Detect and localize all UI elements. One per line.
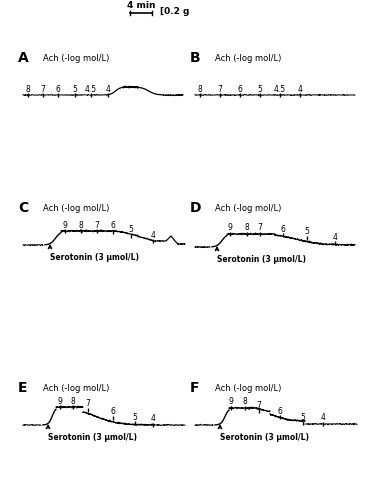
Text: 8: 8: [245, 224, 249, 232]
Text: D: D: [190, 201, 201, 215]
Text: 9: 9: [227, 224, 233, 232]
Text: 5: 5: [300, 412, 306, 422]
Text: 8: 8: [78, 220, 83, 230]
Text: 6: 6: [277, 406, 283, 416]
Text: 9: 9: [58, 396, 62, 406]
Text: 8: 8: [26, 84, 30, 94]
Text: 5: 5: [258, 84, 262, 94]
Text: Serotonin (3 μmol/L): Serotonin (3 μmol/L): [50, 253, 139, 262]
Text: 4.5: 4.5: [274, 84, 286, 94]
Text: 7: 7: [257, 400, 261, 409]
Text: 5: 5: [304, 228, 310, 236]
Text: E: E: [18, 381, 27, 395]
Text: 7: 7: [41, 84, 45, 94]
Text: 8: 8: [197, 84, 202, 94]
Text: Ach (-log mol/L): Ach (-log mol/L): [43, 384, 110, 393]
Text: 9: 9: [228, 398, 234, 406]
Text: 7: 7: [218, 84, 222, 94]
Text: 8: 8: [70, 396, 76, 406]
Text: 4.5: 4.5: [85, 84, 97, 94]
Text: Ach (-log mol/L): Ach (-log mol/L): [215, 54, 281, 63]
Text: 4: 4: [297, 84, 303, 94]
Text: 4: 4: [320, 414, 326, 422]
Text: B: B: [190, 51, 201, 65]
Text: 4 min: 4 min: [127, 1, 155, 10]
Text: 5: 5: [132, 412, 138, 422]
Text: 6: 6: [238, 84, 242, 94]
Text: 6: 6: [281, 224, 285, 234]
Text: 5: 5: [73, 84, 77, 94]
Text: Serotonin (3 μmol/L): Serotonin (3 μmol/L): [220, 433, 309, 442]
Text: 6: 6: [55, 84, 61, 94]
Text: 9: 9: [62, 220, 68, 230]
Text: 7: 7: [85, 400, 91, 408]
Text: 6: 6: [111, 408, 115, 416]
Text: Ach (-log mol/L): Ach (-log mol/L): [43, 54, 110, 63]
Text: 5: 5: [128, 226, 134, 234]
Text: F: F: [190, 381, 200, 395]
Text: Ach (-log mol/L): Ach (-log mol/L): [215, 204, 281, 213]
Text: 7: 7: [258, 224, 262, 232]
Text: 8: 8: [243, 398, 247, 406]
Text: Serotonin (3 μmol/L): Serotonin (3 μmol/L): [48, 433, 137, 442]
Text: C: C: [18, 201, 28, 215]
Text: Ach (-log mol/L): Ach (-log mol/L): [43, 204, 110, 213]
Text: A: A: [18, 51, 29, 65]
Text: 6: 6: [111, 222, 115, 230]
Text: 7: 7: [95, 220, 99, 230]
Text: [0.2 g: [0.2 g: [160, 8, 189, 16]
Text: 4: 4: [333, 232, 337, 241]
Text: 4: 4: [150, 414, 155, 423]
Text: Serotonin (3 μmol/L): Serotonin (3 μmol/L): [217, 255, 306, 264]
Text: 4: 4: [105, 84, 111, 94]
Text: 4: 4: [150, 230, 155, 239]
Text: Ach (-log mol/L): Ach (-log mol/L): [215, 384, 281, 393]
